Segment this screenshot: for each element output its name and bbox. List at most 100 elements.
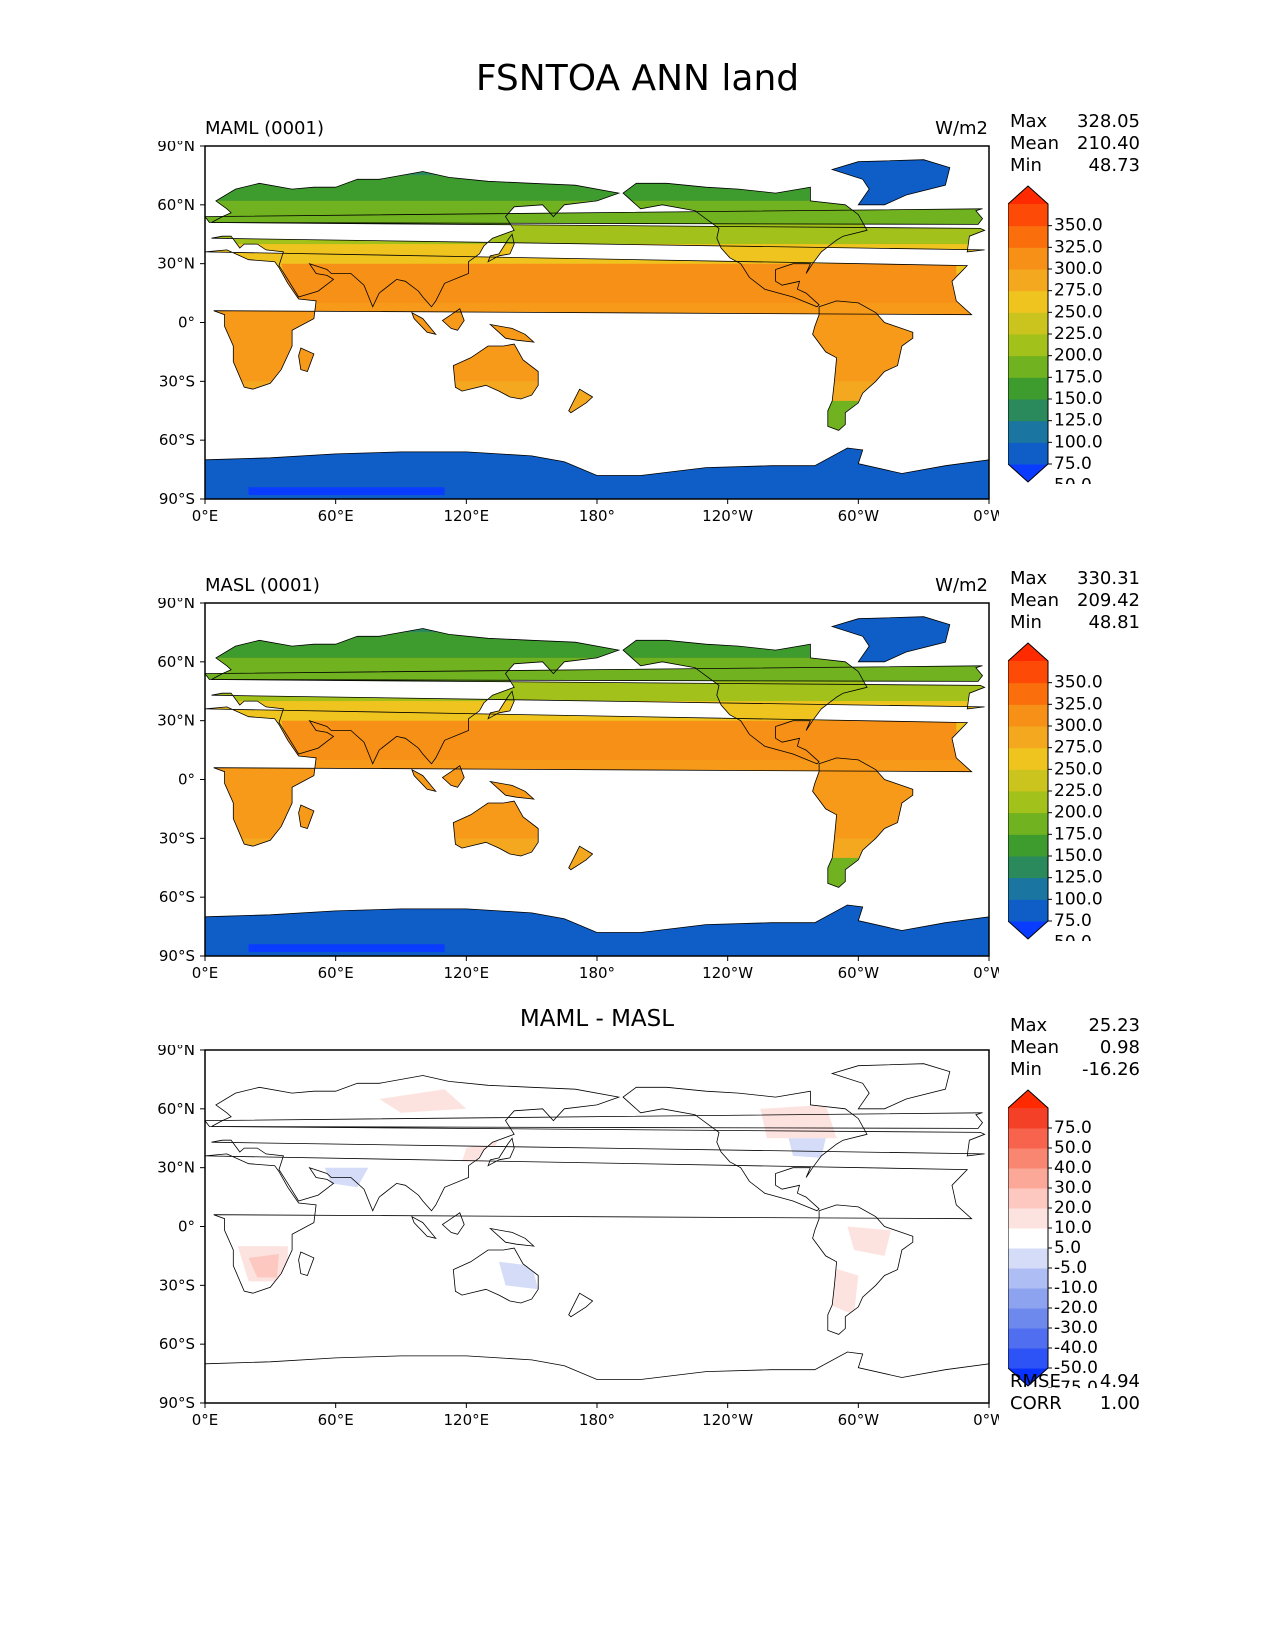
colorbar-segment — [1008, 791, 1048, 814]
field-antarctic-min — [248, 944, 445, 953]
colorbar-label: -75.0 — [1054, 1378, 1098, 1388]
map-plot: 0°E 60°E 120°E 180° 120°W 60°W 0°W 90°N 60°N 30°N… — [157, 141, 999, 525]
coastline-newzealand — [568, 388, 594, 414]
colorbar-label: 175.0 — [1054, 824, 1103, 844]
colorbar-outline — [1008, 185, 1049, 483]
stat-value: 4.94 — [1099, 1371, 1140, 1392]
stat-label: Mean — [1010, 1037, 1060, 1058]
coastline-northamerica — [622, 639, 868, 765]
stat-value: 48.73 — [1088, 155, 1140, 176]
colorbar-segment — [1008, 1208, 1048, 1229]
colorbar-label: 10.0 — [1054, 1218, 1092, 1238]
colorbar-label: 200.0 — [1054, 803, 1103, 823]
coastline-northamerica — [622, 182, 868, 308]
panel-extra-stats: RMSE 4.94 CORR 1.00 — [1010, 1371, 1140, 1415]
colorbar-label: 150.0 — [1054, 389, 1103, 409]
colorbar-segment — [1008, 1348, 1048, 1369]
stat-label: Min — [1010, 612, 1042, 633]
field-greenland — [832, 616, 950, 662]
colorbar-label: 250.0 — [1054, 302, 1103, 322]
colorbar-label: 275.0 — [1054, 281, 1103, 301]
y-tick-label: 30°S — [159, 372, 195, 390]
coastline-greenland — [830, 1063, 951, 1110]
coastline-newguinea — [488, 780, 535, 800]
colorbar-segment — [1008, 1188, 1048, 1209]
field-positive-anomaly — [379, 1089, 467, 1113]
panel-units: W/m2 — [935, 575, 988, 596]
y-tick-label: 0° — [178, 314, 195, 332]
panel-title-left: MAML (0001) — [205, 118, 324, 139]
field-positive-anomaly — [248, 1254, 279, 1278]
colorbar-container: 350.0 325.0 300.0 275.0 250.0 225.0 200.0 175.0… — [1008, 641, 1138, 941]
stat-label: Min — [1010, 155, 1042, 176]
colorbar-label: 100.0 — [1054, 889, 1103, 909]
x-tick-label: 60°E — [318, 1411, 354, 1429]
coastline-newguinea — [488, 1227, 535, 1247]
coastline-antarctica — [204, 1351, 990, 1404]
stat-row: Max 328.05 — [1010, 111, 1140, 133]
colorbar: 75.050.040.030.020.010.05.0-5.0-10.0-20.… — [1008, 1089, 1098, 1388]
colorbar-segment — [1008, 420, 1048, 443]
x-tick-label: 120°W — [702, 1411, 753, 1429]
colorbar-label: -20.0 — [1054, 1298, 1098, 1318]
colorbar-segment — [1008, 312, 1048, 335]
colorbar-segment — [1008, 682, 1048, 705]
coastline-madagascar — [298, 1251, 315, 1276]
colorbar-label: 50.0 — [1054, 1138, 1092, 1158]
colorbar-label: 225.0 — [1054, 781, 1103, 801]
colorbar-label: 5.0 — [1054, 1238, 1081, 1258]
y-tick-label: 90°N — [157, 1045, 195, 1059]
x-tick-label: 120°E — [444, 1411, 490, 1429]
stat-value: 0.98 — [1099, 1037, 1140, 1058]
coastline-uk — [204, 665, 984, 682]
stat-value: 330.31 — [1077, 568, 1140, 589]
panel-stats: Max 25.23 Mean 0.98 Min -16.26 — [1010, 1015, 1140, 1081]
colorbar-segment — [1008, 247, 1048, 270]
colorbar-segment — [1008, 661, 1048, 684]
colorbar-outline — [1008, 1089, 1049, 1387]
y-tick-label: 60°N — [157, 653, 195, 671]
field-antarctic-min — [248, 487, 445, 496]
x-tick-label: 120°W — [702, 507, 753, 525]
y-tick-label: 60°S — [159, 1335, 195, 1353]
coastline-newguinea — [488, 323, 535, 343]
colorbar-segment — [1008, 290, 1048, 313]
coastline-australia — [452, 1247, 539, 1304]
colorbar-segment — [1008, 204, 1048, 227]
x-tick-label: 120°W — [702, 964, 753, 982]
map-container: 0°E 60°E 120°E 180° 120°W 60°W 0°W 90°N 60°N 30°N… — [145, 141, 999, 534]
x-tick-label: 0°W — [973, 1411, 999, 1429]
coastline-japan — [487, 1137, 515, 1167]
coastline-greenland — [830, 616, 951, 663]
map-plot: 0°E 60°E 120°E 180° 120°W 60°W 0°W 90°N 60°N 30°N… — [157, 1045, 999, 1429]
stat-row: Min 48.73 — [1010, 155, 1140, 177]
x-tick-label: 60°E — [318, 507, 354, 525]
colorbar-segment — [1008, 334, 1048, 357]
colorbar-label: -30.0 — [1054, 1318, 1098, 1338]
x-tick-label: 60°W — [838, 964, 880, 982]
coastline-antarctica — [204, 447, 990, 500]
stat-label: Min — [1010, 1059, 1042, 1080]
stat-label: Max — [1010, 111, 1048, 132]
coastline-southamerica — [812, 1204, 914, 1335]
coastline-australia — [452, 800, 539, 857]
coastline-sumatra — [411, 1215, 437, 1239]
colorbar-segment — [1008, 834, 1048, 857]
coastline-madagascar — [298, 347, 315, 372]
colorbar-label: 300.0 — [1054, 716, 1103, 736]
colorbar-segment — [1008, 1108, 1048, 1129]
field-sahara — [281, 263, 957, 303]
x-tick-label: 0°E — [192, 507, 219, 525]
coastline-uk — [204, 208, 984, 225]
coastline-borneo — [441, 1212, 465, 1235]
coastline-antarctica — [204, 904, 990, 957]
coastline-northamerica — [622, 1086, 868, 1212]
x-tick-label: 180° — [579, 507, 615, 525]
y-tick-label: 90°S — [159, 947, 195, 965]
colorbar-segment — [1008, 877, 1048, 900]
field-sahara — [281, 720, 957, 760]
colorbar-label: 75.0 — [1054, 911, 1092, 931]
stat-row: Mean 0.98 — [1010, 1037, 1140, 1059]
test-panel: MAML (0001) W/m2 Max 328.05 Mean 210.40 Min 48.… — [0, 110, 1275, 580]
coastline-newzealand — [568, 1292, 594, 1318]
